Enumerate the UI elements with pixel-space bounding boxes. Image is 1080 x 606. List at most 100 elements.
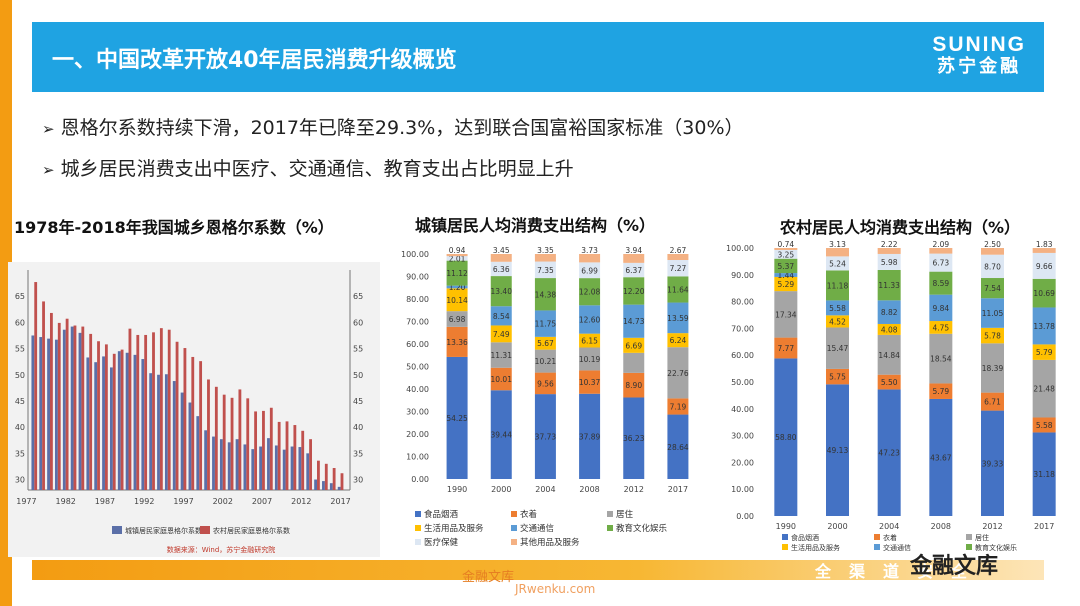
data-label: 7.54 bbox=[984, 284, 1001, 293]
stacked-bar-segment bbox=[826, 270, 849, 301]
y-tick-label: 80.00 bbox=[406, 295, 429, 304]
x-tick-label: 2008 bbox=[579, 485, 599, 494]
data-label: 10.37 bbox=[579, 378, 601, 387]
stacked-bar-segment bbox=[534, 394, 556, 479]
stacked-bar-segment bbox=[1032, 344, 1056, 360]
legend-label: 衣着 bbox=[883, 533, 897, 542]
stacked-bar-segment bbox=[929, 271, 953, 295]
data-label: 3.25 bbox=[777, 250, 794, 259]
data-label: 5.58 bbox=[829, 304, 846, 313]
stacked-bar-segment bbox=[490, 306, 512, 326]
data-label: 5.37 bbox=[777, 262, 794, 271]
rural-engel-bar bbox=[254, 411, 258, 490]
stacked-bar-segment bbox=[490, 276, 512, 307]
data-label: 43.67 bbox=[930, 453, 952, 462]
bullet-2: ➢ 城乡居民消费支出中医疗、交通通信、教育支出占比明显上升 bbox=[42, 154, 574, 181]
urban-engel-bar bbox=[337, 486, 341, 490]
data-label: 5.79 bbox=[932, 387, 949, 396]
y-tick-label: 100.00 bbox=[401, 250, 429, 259]
x-tick-label: 2002 bbox=[213, 497, 233, 506]
x-tick-label: 1997 bbox=[173, 497, 193, 506]
legend-swatch bbox=[782, 544, 788, 550]
stacked-bar-segment bbox=[623, 337, 645, 353]
stacked-bar-segment bbox=[1032, 307, 1056, 345]
data-label: 14.84 bbox=[878, 351, 900, 360]
y-tick-label: 50.00 bbox=[406, 363, 429, 372]
stacked-bar-segment bbox=[929, 321, 953, 334]
x-tick-label: 2008 bbox=[931, 522, 951, 531]
rural-engel-bar bbox=[128, 328, 132, 490]
x-tick-label: 1982 bbox=[56, 497, 76, 506]
data-label: 13.59 bbox=[667, 314, 689, 323]
stacked-bar-segment bbox=[534, 310, 556, 337]
watermark-text: 金融文库 bbox=[462, 570, 515, 585]
urban-engel-bar bbox=[219, 439, 223, 490]
rural-engel-bar bbox=[57, 322, 61, 490]
legend-swatch bbox=[782, 534, 788, 540]
rural-engel-bar bbox=[112, 353, 116, 490]
data-label: 8.54 bbox=[493, 312, 510, 321]
legend-swatch-rural bbox=[200, 526, 210, 534]
stacked-bar-segment bbox=[490, 325, 512, 343]
data-label: 18.54 bbox=[930, 355, 952, 364]
stacked-bar-segment bbox=[446, 311, 468, 327]
stacked-bar-segment bbox=[929, 248, 953, 254]
stacked-bar-segment bbox=[490, 254, 512, 262]
stacked-bar-segment bbox=[579, 333, 601, 348]
stacked-bar-segment bbox=[623, 372, 645, 398]
x-tick-label: 2000 bbox=[827, 522, 847, 531]
data-label: 7.19 bbox=[670, 402, 687, 411]
y-tick-label: 10.00 bbox=[731, 485, 754, 494]
watermark-url: JRwenku.com bbox=[515, 582, 596, 596]
y-tick-label: 30.00 bbox=[731, 432, 754, 441]
stacked-bar-segment bbox=[929, 253, 953, 272]
y-tick-label: 10.00 bbox=[406, 453, 429, 462]
bullet-text: 城乡居民消费支出中医疗、交通通信、教育支出占比明显上升 bbox=[60, 158, 574, 180]
stacked-bar-segment bbox=[667, 276, 689, 303]
urban-engel-bar bbox=[149, 373, 153, 490]
data-label: 10.14 bbox=[446, 296, 468, 305]
rural-engel-bar bbox=[120, 349, 124, 490]
x-tick-label: 2012 bbox=[982, 522, 1002, 531]
stacked-bar-segment bbox=[534, 278, 556, 311]
data-label: 4.08 bbox=[881, 325, 898, 334]
legend-label: 交通通信 bbox=[883, 543, 911, 552]
rural-engel-bar bbox=[175, 341, 179, 490]
rural-engel-bar bbox=[89, 333, 93, 490]
data-label: 5.75 bbox=[829, 373, 846, 382]
stacked-bar-segment bbox=[774, 258, 798, 274]
stacked-bar-segment bbox=[1032, 432, 1056, 516]
stacked-bar-segment bbox=[490, 390, 512, 479]
data-label: 3.45 bbox=[493, 246, 510, 255]
x-tick-label: 2004 bbox=[879, 522, 899, 531]
data-label: 6.37 bbox=[625, 266, 642, 275]
legend-label: 衣着 bbox=[520, 509, 537, 520]
data-label: 7.49 bbox=[493, 330, 510, 339]
y-tick-label-right: 60 bbox=[353, 318, 363, 327]
rural-stacked-chart: 100.00 90.00 80.00 70.00 60.00 50.00 40.00 30.0… bbox=[726, 240, 1056, 552]
y-tick-label: 0.00 bbox=[736, 512, 754, 521]
x-tick-label: 2012 bbox=[291, 497, 311, 506]
stacked-bar-segment bbox=[446, 285, 468, 289]
data-label: 3.94 bbox=[625, 246, 642, 255]
rural-engel-bar bbox=[81, 326, 85, 490]
urban-engel-bar bbox=[196, 416, 200, 490]
urban-chart-title: 城镇居民人均消费支出结构（%） bbox=[415, 216, 656, 235]
data-label: 13.40 bbox=[491, 287, 513, 296]
stacked-bar-segment bbox=[877, 374, 901, 390]
y-tick-label-right: 35 bbox=[353, 449, 363, 458]
stacked-bar-segment bbox=[623, 277, 645, 305]
stacked-bar-segment bbox=[774, 249, 798, 259]
stacked-bar-segment bbox=[981, 278, 1004, 299]
data-label: 17.34 bbox=[775, 310, 797, 319]
y-tick-label: 90.00 bbox=[731, 271, 754, 280]
stacked-bar-segment bbox=[877, 253, 901, 270]
bottom-bar bbox=[32, 560, 1044, 580]
stacked-bar-segment bbox=[623, 397, 645, 479]
urban-engel-bar bbox=[109, 367, 113, 490]
y-tick-label: 40.00 bbox=[406, 385, 429, 394]
stacked-bar-segment bbox=[774, 248, 798, 250]
stacked-bar-segment bbox=[774, 276, 798, 292]
bullet-1: ➢ 恩格尔系数持续下滑，2017年已降至29.3%，达到联合国富裕国家标准（30%… bbox=[42, 113, 744, 140]
legend-swatch bbox=[874, 534, 880, 540]
